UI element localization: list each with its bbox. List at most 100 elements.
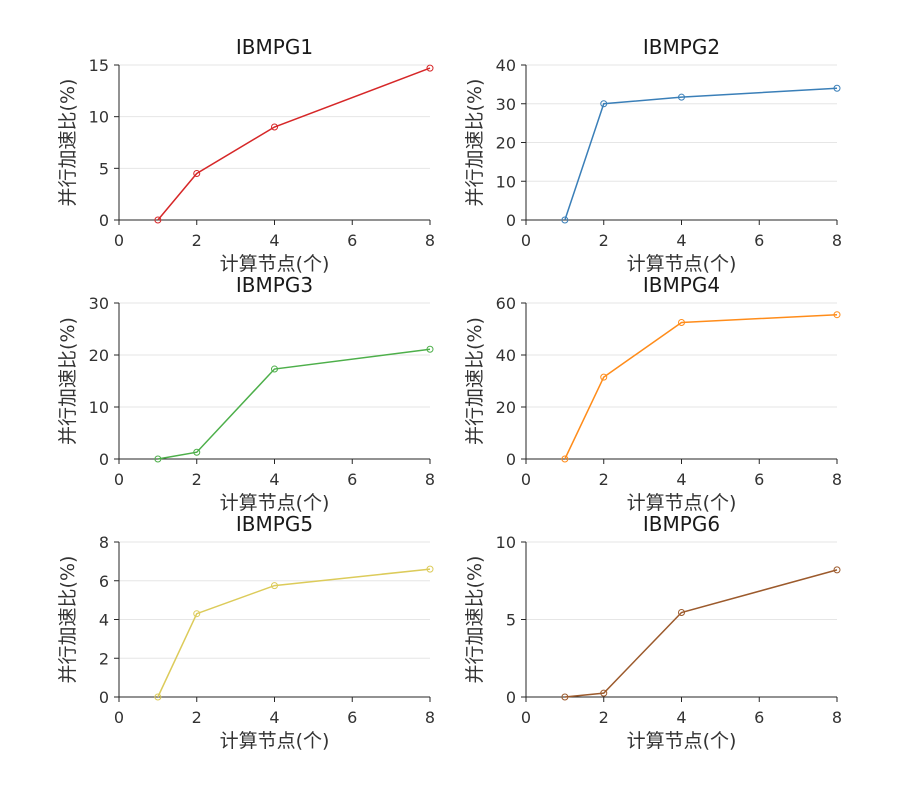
chart-title: IBMPG1: [236, 35, 313, 59]
x-tick-label: 4: [676, 470, 686, 489]
y-tick-label: 30: [496, 95, 516, 114]
subplot-5: 0 2 4 6 8 0 2 4 6 8 IBMPG5 计算节点(个) 并行加速比(%): [57, 512, 435, 752]
chart-title: IBMPG2: [643, 35, 720, 59]
x-tick-label: 0: [114, 708, 124, 727]
y-axis-label: 并行加速比(%): [464, 556, 486, 684]
data-point: [271, 365, 278, 373]
data-point: [600, 689, 608, 697]
chart-title: IBMPG4: [643, 273, 720, 297]
data-point: [154, 216, 162, 224]
series-line: [157, 67, 431, 221]
x-tick-label: 6: [347, 708, 357, 727]
data-point: [678, 609, 685, 617]
y-tick-label: 8: [99, 533, 109, 552]
x-tick-label: 2: [192, 470, 202, 489]
y-tick-label: 10: [496, 533, 516, 552]
data-point: [426, 565, 434, 573]
data-point: [193, 170, 201, 177]
data-point: [271, 582, 278, 590]
x-tick-label: 6: [347, 231, 357, 250]
chart-title: IBMPG6: [643, 512, 720, 536]
data-point: [154, 693, 162, 701]
x-tick-label: 6: [347, 470, 357, 489]
x-tick-label: 8: [832, 708, 842, 727]
y-tick-label: 4: [99, 611, 109, 630]
data-point: [561, 216, 569, 224]
y-tick-label: 5: [506, 611, 516, 630]
x-axis-label: 计算节点(个): [627, 492, 737, 514]
x-tick-label: 4: [676, 231, 686, 250]
x-tick-label: 6: [754, 470, 764, 489]
data-point: [833, 566, 841, 574]
x-tick-label: 8: [832, 231, 842, 250]
y-axis-label: 并行加速比(%): [57, 317, 79, 445]
x-tick-label: 4: [676, 708, 686, 727]
x-tick-label: 4: [269, 470, 279, 489]
subplot-6: 0 5 10 0 2 4 6 8 IBMPG6 计算节点(个) 并行加速比(%): [464, 512, 842, 752]
data-point: [426, 345, 434, 353]
x-tick-label: 4: [269, 708, 279, 727]
y-tick-label: 20: [496, 134, 516, 153]
y-axis-label: 并行加速比(%): [57, 556, 79, 684]
data-point: [833, 84, 841, 92]
x-tick-label: 2: [192, 708, 202, 727]
series-line: [564, 313, 838, 460]
y-tick-label: 30: [89, 294, 109, 313]
x-tick-label: 6: [754, 231, 764, 250]
x-tick-label: 8: [425, 470, 435, 489]
data-point: [833, 311, 841, 319]
data-point: [154, 455, 162, 463]
data-point: [678, 319, 685, 326]
series-line: [157, 348, 431, 460]
x-tick-label: 6: [754, 708, 764, 727]
x-tick-label: 0: [114, 470, 124, 489]
x-tick-label: 4: [269, 231, 279, 250]
data-point: [193, 610, 201, 618]
y-tick-label: 15: [89, 56, 109, 75]
data-point: [193, 448, 201, 456]
subplot-1: 0 5 10 15 0 2 4 6 8 IBMPG1 计算节点(个) 并行加速比(%): [57, 35, 435, 275]
data-point: [271, 123, 278, 131]
x-tick-label: 0: [521, 470, 531, 489]
y-axis-label: 并行加速比(%): [57, 79, 79, 207]
y-tick-label: 40: [496, 56, 516, 75]
subplot-2: 0 10 20 30 40 0 2 4 6 8 IBMPG2 计算节点(个) 并行加速比(%): [464, 35, 842, 275]
x-axis-label: 计算节点(个): [627, 730, 737, 752]
subplot-3: 0 10 20 30 0 2 4 6 8 IBMPG3 计算节点(个) 并行加速比(%): [57, 273, 435, 514]
y-tick-label: 60: [496, 294, 516, 313]
series-line: [564, 569, 838, 698]
data-point: [600, 100, 608, 108]
x-tick-label: 0: [521, 708, 531, 727]
y-tick-label: 6: [99, 572, 109, 591]
data-point: [561, 455, 569, 463]
x-axis-label: 计算节点(个): [220, 253, 330, 275]
y-tick-label: 0: [506, 211, 516, 230]
x-tick-label: 0: [521, 231, 531, 250]
y-tick-label: 5: [99, 159, 109, 178]
y-tick-label: 0: [99, 688, 109, 707]
data-point: [678, 93, 685, 101]
y-tick-label: 40: [496, 346, 516, 365]
chart-title: IBMPG5: [236, 512, 313, 536]
x-tick-label: 2: [599, 231, 609, 250]
x-tick-label: 8: [832, 470, 842, 489]
data-point: [561, 693, 569, 701]
y-axis-label: 并行加速比(%): [464, 317, 486, 445]
x-axis-label: 计算节点(个): [220, 492, 330, 514]
x-tick-label: 2: [599, 708, 609, 727]
y-tick-label: 0: [506, 450, 516, 469]
subplot-4: 0 20 40 60 0 2 4 6 8 IBMPG4 计算节点(个) 并行加速比(%): [464, 273, 842, 514]
x-tick-label: 8: [425, 708, 435, 727]
y-tick-label: 2: [99, 649, 109, 668]
y-tick-label: 10: [89, 108, 109, 127]
y-tick-label: 20: [89, 346, 109, 365]
data-point: [600, 373, 608, 381]
y-tick-label: 0: [506, 688, 516, 707]
y-tick-label: 0: [99, 211, 109, 230]
x-axis-label: 计算节点(个): [627, 253, 737, 275]
chart-title: IBMPG3: [236, 273, 313, 297]
x-tick-label: 8: [425, 231, 435, 250]
series-line: [564, 87, 838, 221]
y-tick-label: 10: [89, 398, 109, 417]
